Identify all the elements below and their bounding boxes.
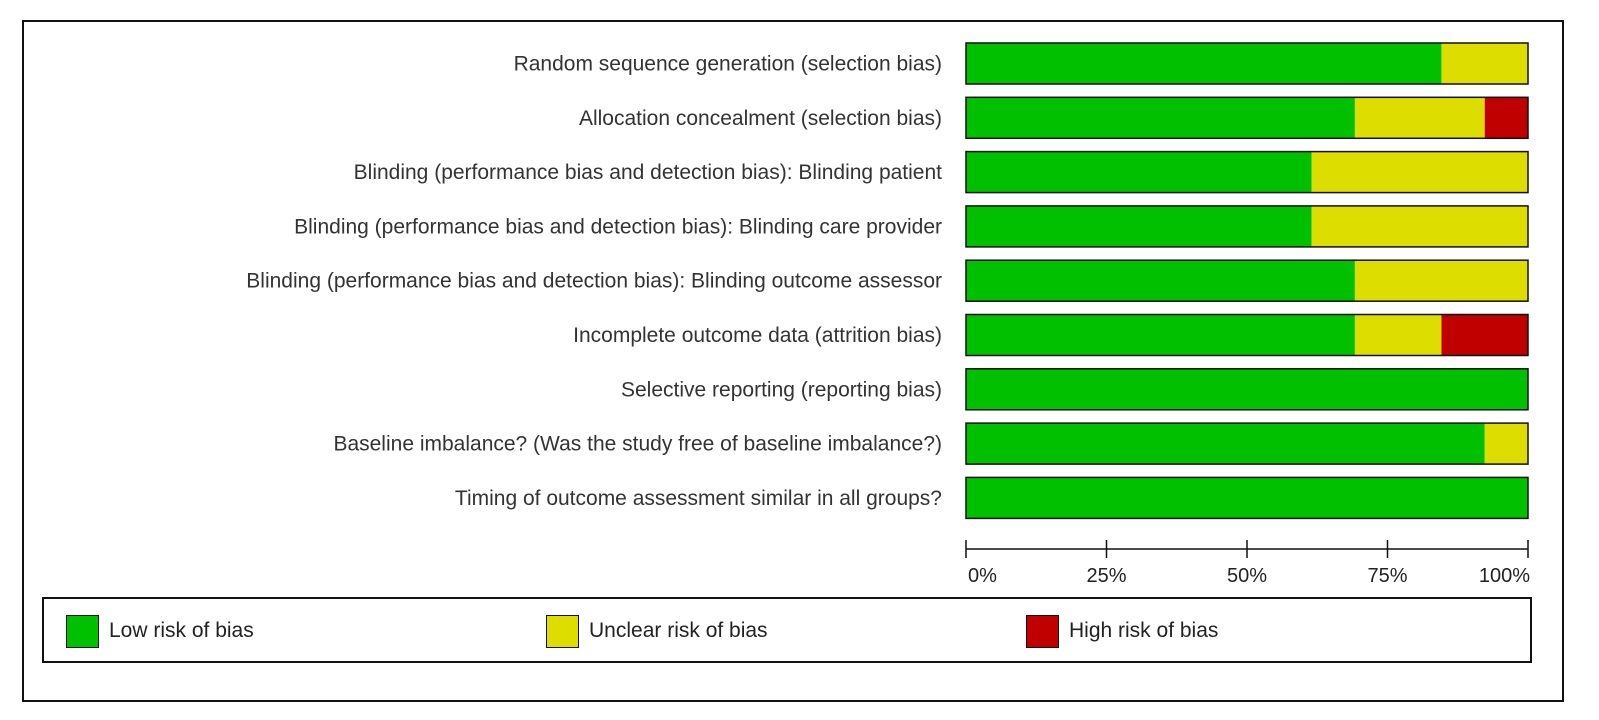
- bar-outline: [965, 422, 1529, 465]
- bar-outline: [965, 96, 1529, 140]
- legend-swatch-unclear: [546, 614, 579, 648]
- category-label: Random sequence generation (selection bi…: [514, 53, 942, 76]
- bar-segment-unclear: [1354, 97, 1485, 139]
- bar-outline: [965, 313, 1529, 357]
- bar-segment-low: [966, 43, 1442, 84]
- bar-outline: [965, 476, 1529, 520]
- bar-outline: [965, 150, 1529, 194]
- category-label: Selective reporting (reporting bias): [621, 378, 942, 401]
- bar-segment-low: [966, 477, 1528, 519]
- bar-segment-low: [966, 260, 1355, 302]
- legend-label-high: High risk of bias: [1069, 619, 1219, 642]
- bar-outline: [965, 42, 1529, 85]
- legend-label-low: Low risk of bias: [109, 619, 254, 642]
- bar-segment-low: [966, 205, 1312, 247]
- legend-swatch-high: [1026, 614, 1059, 648]
- x-tick-label: 0%: [968, 565, 997, 587]
- bar-segment-unclear: [1311, 205, 1528, 247]
- legend-item-high: High risk of bias: [1026, 614, 1218, 648]
- bar-outline: [965, 205, 1529, 248]
- category-label: Blinding (performance bias and detection…: [354, 161, 943, 184]
- bar-segment-unclear: [1484, 423, 1528, 465]
- x-tick-label: 50%: [1227, 565, 1267, 587]
- category-label: Incomplete outcome data (attrition bias): [573, 324, 942, 347]
- bar-outline: [965, 368, 1529, 411]
- category-label: Allocation concealment (selection bias): [579, 107, 942, 130]
- category-label: Blinding (performance bias and detection…: [246, 270, 942, 293]
- category-label: Blinding (performance bias and detection…: [294, 215, 942, 238]
- legend: Low risk of bias Unclear risk of bias Hi…: [42, 597, 1532, 663]
- category-label: Baseline imbalance? (Was the study free …: [333, 433, 942, 456]
- bar-segment-unclear: [1311, 151, 1528, 193]
- bar-segment-low: [966, 368, 1528, 410]
- x-tick-label: 100%: [1479, 565, 1530, 587]
- x-tick-label: 25%: [1086, 565, 1126, 587]
- bar-segment-high: [1484, 97, 1528, 139]
- bar-segment-low: [966, 151, 1312, 193]
- legend-item-unclear: Unclear risk of bias: [546, 614, 768, 648]
- bar-segment-high: [1441, 314, 1528, 356]
- bar-segment-low: [966, 423, 1485, 465]
- legend-label-unclear: Unclear risk of bias: [589, 619, 768, 642]
- bar-segment-low: [966, 97, 1355, 139]
- bar-segment-low: [966, 314, 1355, 356]
- legend-swatch-low: [66, 614, 99, 648]
- bar-segment-unclear: [1441, 43, 1528, 84]
- x-tick-label: 75%: [1367, 565, 1407, 587]
- bar-segment-unclear: [1354, 314, 1442, 356]
- category-label: Timing of outcome assessment similar in …: [455, 487, 942, 510]
- bar-outline: [965, 259, 1529, 302]
- bar-segment-unclear: [1354, 260, 1528, 302]
- legend-item-low: Low risk of bias: [66, 614, 254, 648]
